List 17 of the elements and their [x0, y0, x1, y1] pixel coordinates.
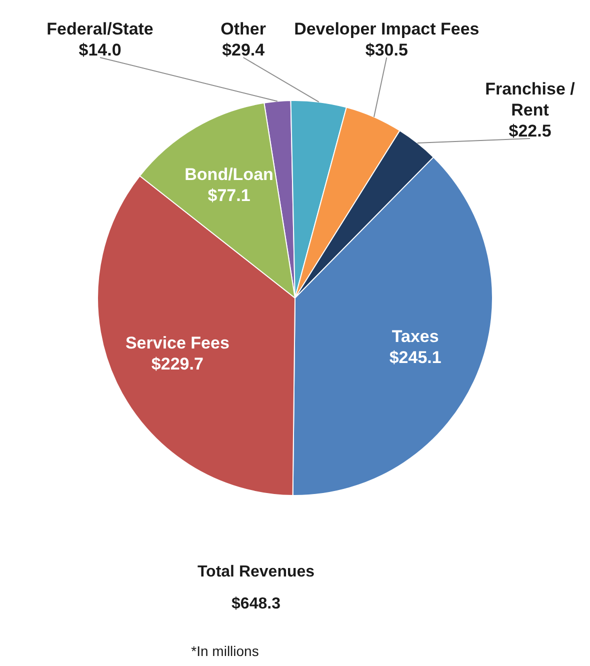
slice-label: Other — [220, 20, 266, 39]
text: $648.3 — [232, 595, 281, 612]
slice-label: Developer Impact Fees — [294, 20, 480, 39]
data-label: $245.1 — [389, 348, 442, 368]
data-label: $229.7 — [151, 354, 204, 374]
data-label: $29.4 — [222, 40, 266, 60]
data-label: $77.1 — [208, 186, 250, 205]
data-label: $14.0 — [78, 40, 122, 60]
data-label: $30.5 — [365, 40, 408, 60]
slice-label: Service Fees — [125, 333, 230, 352]
text: Total Revenues — [197, 563, 315, 580]
slice-label: Franchise / Rent — [485, 80, 576, 120]
data-label: $22.5 — [508, 122, 552, 141]
slice-label: Federal/State — [46, 20, 154, 39]
text: *In millions — [191, 642, 259, 659]
slice-label: Bond/Loan — [184, 164, 274, 184]
slice-label: Taxes — [392, 327, 439, 346]
